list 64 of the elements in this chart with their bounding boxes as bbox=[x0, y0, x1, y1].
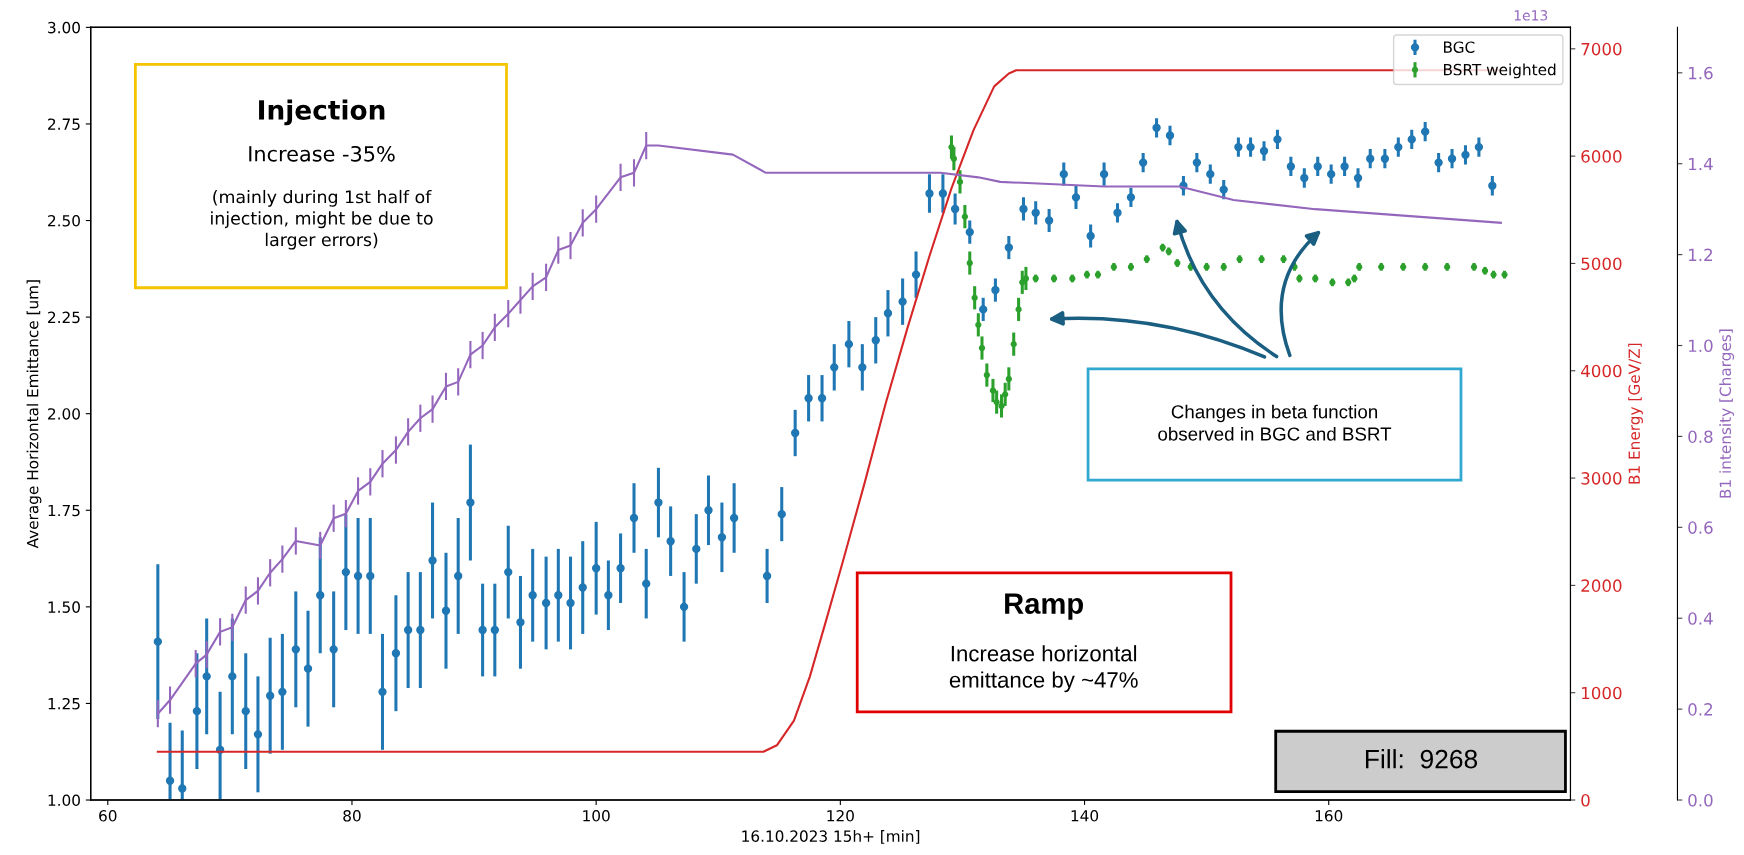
y2-tick-label: 3000 bbox=[1581, 472, 1622, 485]
y-tick-label: 2.00 bbox=[48, 408, 80, 420]
point bbox=[1015, 306, 1022, 313]
annotation: Fill: 9268 bbox=[1365, 749, 1478, 769]
point bbox=[978, 344, 986, 352]
annotation: Increase horizontal emittance by ~47% bbox=[949, 645, 1138, 693]
annotation: Injection bbox=[259, 99, 385, 126]
y-tick-label: 1.50 bbox=[48, 601, 80, 613]
point bbox=[1010, 341, 1017, 348]
y3-tick-label: 1.2 bbox=[1689, 248, 1713, 261]
y2-axis-title: B1 Energy [GeV/Z] bbox=[1628, 343, 1643, 484]
y3-tick-label: 1.0 bbox=[1689, 339, 1713, 353]
y-tick-label: 2.75 bbox=[48, 118, 80, 130]
point bbox=[971, 294, 978, 301]
x-tick-label: 60 bbox=[99, 810, 117, 822]
y-tick-label: 1.75 bbox=[48, 504, 80, 517]
point bbox=[956, 178, 964, 186]
y-tick-label: 1.25 bbox=[48, 697, 80, 710]
y-tick-label: 2.50 bbox=[48, 214, 80, 227]
y3-axis-title: B1 intensity [Charges] bbox=[1719, 329, 1735, 498]
y-tick-label: 2.25 bbox=[48, 311, 80, 324]
point bbox=[983, 371, 990, 379]
point bbox=[993, 398, 1000, 406]
point bbox=[966, 259, 973, 267]
point bbox=[1022, 275, 1030, 282]
point bbox=[950, 155, 958, 162]
annotation: Changes in beta function observed in BGC and BSRT bbox=[1158, 404, 1392, 441]
x-tick-label: 140 bbox=[1071, 810, 1099, 822]
point bbox=[1019, 279, 1026, 286]
annotation: (mainly during 1st half of injection, might be due to larger errors) bbox=[211, 189, 433, 250]
legend-label: BSRT weighted bbox=[1444, 63, 1556, 79]
point bbox=[1005, 375, 1012, 383]
y2-tick-label: 4000 bbox=[1581, 364, 1622, 378]
point bbox=[998, 402, 1005, 410]
x-tick-label: 100 bbox=[583, 810, 610, 822]
point bbox=[948, 143, 955, 151]
annotation: Ramp bbox=[1005, 593, 1083, 620]
x-tick-label: 120 bbox=[827, 810, 854, 822]
x-axis-title: 16.10.2023 15h+ [min] bbox=[742, 830, 920, 844]
y3-tick-label: 0.8 bbox=[1688, 430, 1713, 443]
annotation: Increase -35% bbox=[249, 145, 395, 162]
y-axis-title: Average Horizontal Emittance [um] bbox=[26, 280, 42, 549]
y2-tick-label: 5000 bbox=[1581, 257, 1622, 271]
point bbox=[961, 213, 969, 220]
y2-tick-label: 2000 bbox=[1581, 579, 1622, 592]
x-tick-label: 80 bbox=[343, 810, 361, 822]
y2-tick-label: 6000 bbox=[1581, 150, 1622, 163]
y2-tick-label: 0 bbox=[1581, 793, 1590, 807]
y3-tick-label: 0.6 bbox=[1688, 521, 1713, 534]
legend-label: BGC bbox=[1444, 41, 1475, 53]
y-tick-label: 3.00 bbox=[48, 21, 80, 34]
point bbox=[989, 387, 997, 394]
y2-tick-label: 1000 bbox=[1582, 686, 1622, 700]
y3-tick-label: 1.6 bbox=[1689, 66, 1713, 80]
point bbox=[1002, 391, 1009, 398]
y-tick-label: 1.00 bbox=[48, 794, 80, 807]
y3-tick-label: 1.4 bbox=[1689, 157, 1713, 171]
y3-tick-label: 0.0 bbox=[1688, 793, 1713, 807]
y3-tick-label: 0.2 bbox=[1688, 703, 1713, 716]
x-tick-label: 160 bbox=[1315, 810, 1343, 822]
y3-tick-label: 0.4 bbox=[1688, 612, 1713, 625]
y2-tick-label: 7000 bbox=[1581, 42, 1622, 56]
text: 1e13 bbox=[1514, 10, 1548, 21]
point bbox=[975, 321, 982, 328]
